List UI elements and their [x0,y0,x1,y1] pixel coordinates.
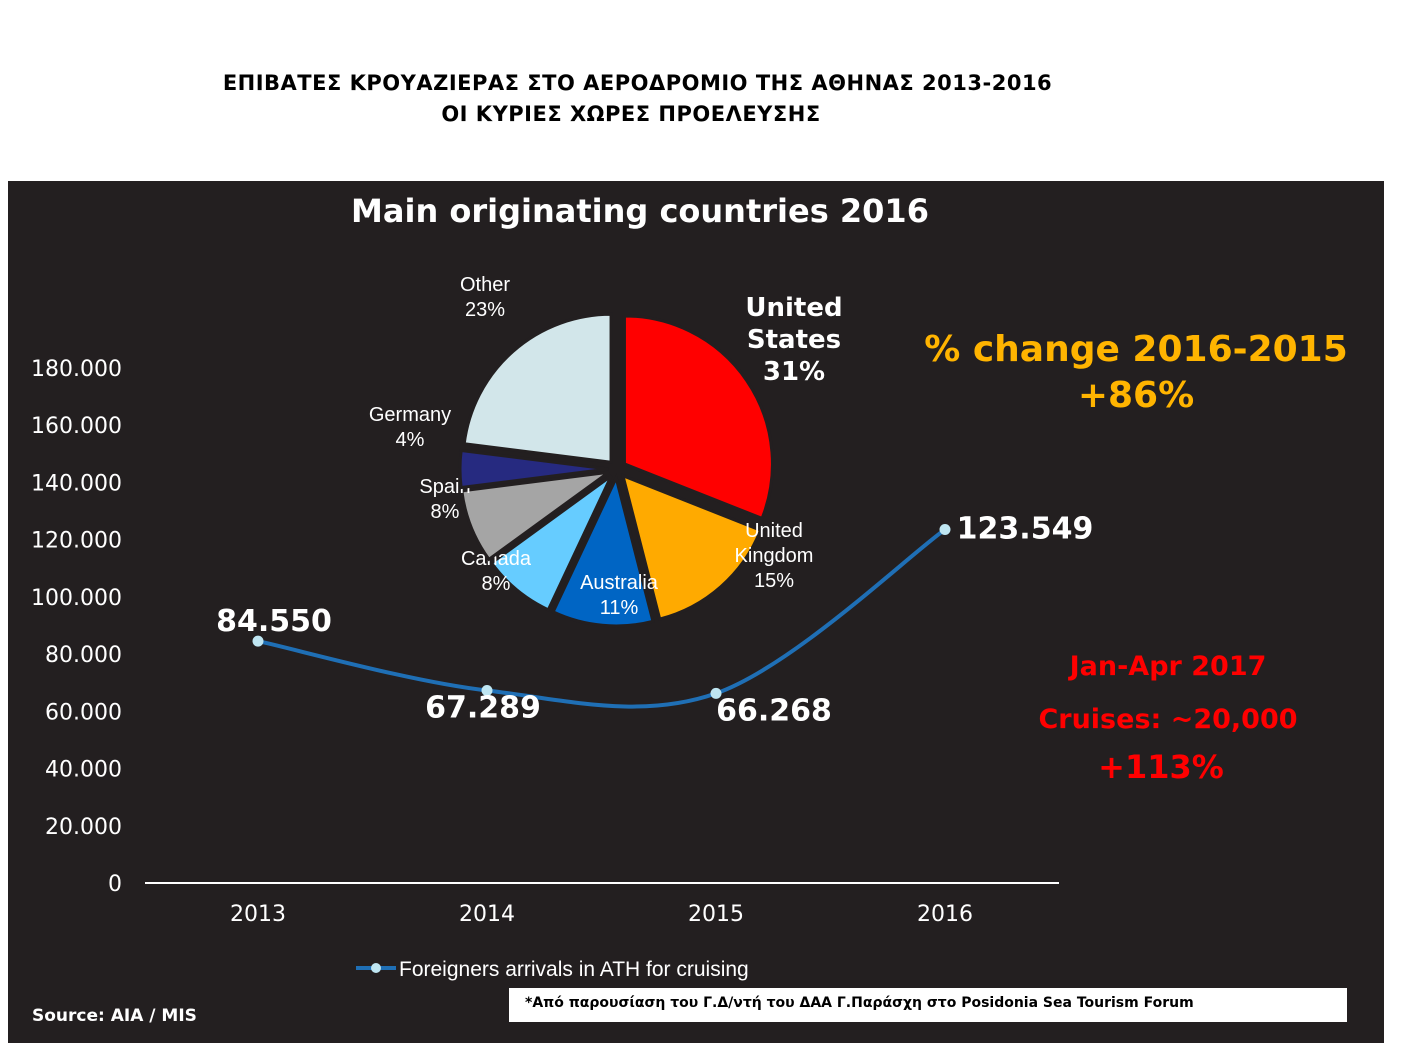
data-point [710,687,722,699]
pie-label: Other 23% [460,274,510,321]
y-tick-label: 20.000 [45,815,122,840]
y-tick-label: 120.000 [31,529,122,554]
pie-label: United Kingdom 15% [735,520,814,592]
change-label: % change 2016-2015 [924,329,1348,370]
data-point [252,635,264,647]
legend: Foreigners arrivals in ATH for cruising [356,958,749,981]
pie-label: Spain 8% [419,476,470,523]
y-tick-label: 60.000 [45,700,122,725]
pie-label: Canada 8% [461,548,532,595]
series-line [257,527,947,709]
change-value: +86% [1078,375,1194,416]
x-tick-label: 2015 [688,902,744,927]
y-tick-label: 40.000 [45,758,122,783]
pie-label: United States 31% [745,293,842,387]
x-tick-label: 2014 [459,902,515,927]
pie-title: Main originating countries 2016 [351,192,929,230]
y-tick-label: 180.000 [31,357,122,382]
pie-slice [622,314,774,521]
y-tick-label: 100.000 [31,586,122,611]
x-tick-label: 2013 [230,902,286,927]
data-label: 84.550 [216,604,332,639]
chart-panel: 0 20.000 40.000 60.000 80.000 100.000 120.000 1… [8,181,1384,1043]
data-label: 66.268 [716,693,832,728]
legend-label: Foreigners arrivals in ATH for cruising [399,958,749,981]
cruises-label: Cruises: ~20,000 [1038,704,1297,735]
pie-slice [551,473,655,628]
pie-slice [458,448,609,490]
legend-marker-icon [371,963,381,973]
data-label: 123.549 [957,512,1094,547]
pie-slice [489,474,613,612]
y-tick-label: 80.000 [45,643,122,668]
data-point [481,684,493,696]
data-label: 67.289 [425,690,541,725]
y-tick-label: 0 [108,872,122,897]
source-label: Source: AIA / MIS [32,1006,197,1026]
page-title: ΕΠΙΒΑΤΕΣ ΚΡΟΥΑΖΙΕΡΑΣ ΣΤΟ ΑΕΡΟΔΡΟΜΙΟ ΤΗΣ … [222,71,1053,95]
pie-slice [620,473,763,621]
y-tick-label: 140.000 [31,471,122,496]
page-subtitle: ΟΙ ΚΥΡΙΕΣ ΧΩΡΕΣ ΠΡΟΕΛΕΥΣΗΣ [441,102,821,126]
y-tick-label: 160.000 [31,414,122,439]
chart-canvas: 0 20.000 40.000 60.000 80.000 100.000 120.000 1… [31,192,1348,981]
pie-slice [460,470,610,562]
pie-label: Germany 4% [369,404,451,451]
cruises-change: +113% [1098,748,1224,786]
footnote: *Από παρουσίαση του Γ.Δ/ντή του ΔΑΑ Γ.Πα… [509,988,1347,1022]
jan-apr-label: Jan-Apr 2017 [1068,651,1267,682]
pie-label: Australia 11% [580,572,659,619]
data-point [939,524,951,536]
x-tick-label: 2016 [917,902,973,927]
pie-slice [462,312,613,464]
